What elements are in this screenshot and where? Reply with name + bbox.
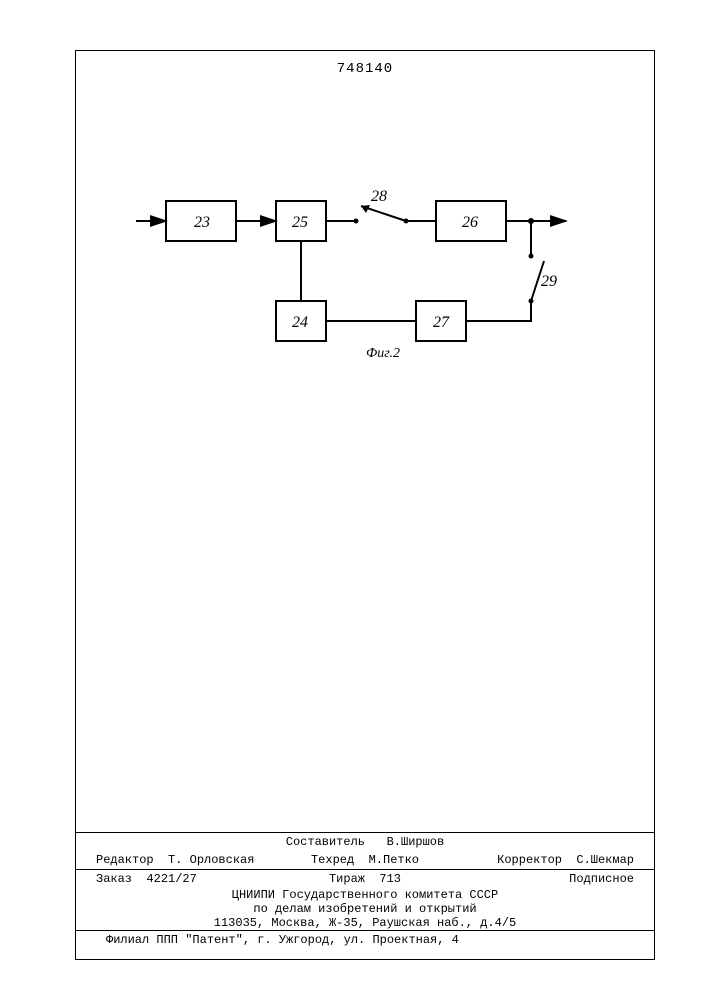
block-26-label: 26 <box>462 214 478 231</box>
order-value: 4221/27 <box>146 872 196 886</box>
page-frame: 748140 28 <box>75 50 655 960</box>
editor-label: Редактор <box>96 853 154 867</box>
sw28-terminal-a <box>354 219 359 224</box>
figure-label: Фиг.2 <box>366 346 400 362</box>
order-row: Заказ 4221/27 Тираж 713 Подписное <box>76 870 654 888</box>
address-line: 113035, Москва, Ж-35, Раушская наб., д.4… <box>76 916 654 930</box>
subscription: Подписное <box>569 872 634 886</box>
diagram-svg: 28 29 23 25 26 24 27 <box>136 161 576 361</box>
branch-line: Филиал ППП "Патент", г. Ужгород, ул. Про… <box>96 933 634 947</box>
block-23-label: 23 <box>194 214 210 231</box>
editor-name: Т. Орловская <box>168 853 254 867</box>
sw29-terminal-a <box>529 254 534 259</box>
credits-row: Редактор Т. Орловская Техред М.Петко Кор… <box>76 851 654 869</box>
block-27-label: 27 <box>433 314 450 331</box>
wire-27-sw29a <box>466 301 531 321</box>
compiler-label: Составитель <box>286 835 365 849</box>
block-24-label: 24 <box>292 314 308 331</box>
block-25-label: 25 <box>292 214 308 231</box>
junction-dot <box>528 218 534 224</box>
sw29-label: 29 <box>541 273 557 290</box>
footer-block: Составитель В.Ширшов Редактор Т. Орловск… <box>76 832 654 949</box>
corrector-label: Корректор <box>497 853 562 867</box>
tirazh-value: 713 <box>379 872 401 886</box>
sw28-label: 28 <box>371 188 387 205</box>
compiler-name: В.Ширшов <box>387 835 445 849</box>
document-number: 748140 <box>76 61 654 77</box>
tirazh-label: Тираж <box>329 872 365 886</box>
org-line-2: по делам изобретений и открытий <box>76 902 654 916</box>
techred-label: Техред <box>311 853 354 867</box>
block-diagram: 28 29 23 25 26 24 27 Фиг.2 <box>136 161 576 361</box>
branch-row: Филиал ППП "Патент", г. Ужгород, ул. Про… <box>76 931 654 949</box>
order-label: Заказ <box>96 872 132 886</box>
corrector-name: С.Шекмар <box>576 853 634 867</box>
compiler-row: Составитель В.Ширшов <box>76 833 654 851</box>
org-line-1: ЦНИИПИ Государственного комитета СССР <box>76 888 654 902</box>
techred-name: М.Петко <box>369 853 419 867</box>
